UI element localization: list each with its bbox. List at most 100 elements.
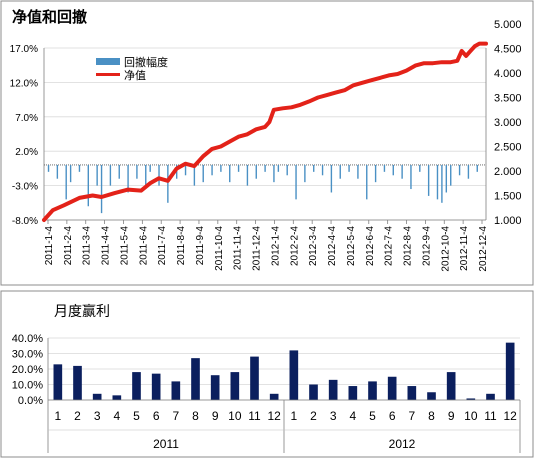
chart-title: 月度赢利 [54, 303, 110, 319]
x-axis-tick-labels: 2011-1-4 2011-2-4 2011-3-4 2011-4-4 2011-5-4… [44, 220, 489, 272]
x-tick-label: 2012-9-4 [421, 226, 432, 266]
month-label: 1 [290, 409, 297, 423]
drawdown-bar [100, 164, 103, 214]
right-tick-label: 2.500 [494, 142, 522, 154]
y-tick-label: 0.0% [18, 395, 43, 407]
drawdown-bar [118, 164, 120, 179]
month-label: 7 [408, 409, 415, 423]
y-axis-tick-labels: 40.0% 30.0% 20.0% 10.0% 0.0% [12, 333, 43, 407]
x-tick-label: 2011-2-4 [63, 226, 74, 266]
month-label: 6 [153, 409, 160, 423]
month-label: 7 [172, 409, 179, 423]
legend-label-nav: 净值 [124, 68, 146, 82]
profit-bar [210, 375, 220, 400]
drawdown-bar [304, 164, 306, 183]
month-label: 2 [74, 409, 81, 423]
month-label: 9 [448, 409, 455, 423]
profit-bar [407, 386, 417, 400]
x-tick-label: 2011-8-4 [176, 226, 187, 266]
drawdown-bar [127, 164, 129, 193]
x-tick-label: 2012-12-4 [478, 226, 489, 272]
drawdown-bar [445, 164, 448, 193]
drawdown-bar [273, 164, 275, 183]
x-tick-label: 2012-2-4 [289, 226, 300, 266]
month-label: 12 [267, 409, 281, 423]
month-label: 8 [428, 409, 435, 423]
profit-bar [309, 384, 318, 400]
profit-bar [348, 386, 358, 400]
drawdown-bar [410, 164, 412, 190]
drawdown-bar [65, 164, 67, 200]
profit-bar [466, 398, 476, 400]
legend: 回撤幅度 净值 [96, 55, 168, 82]
x-tick-label: 2012-11-4 [459, 226, 470, 271]
profit-bar [92, 393, 102, 400]
profit-bar [53, 364, 63, 400]
profit-bar [132, 372, 141, 400]
left-tick-label: 12.0% [10, 78, 38, 89]
drawdown-bar [47, 164, 50, 172]
right-tick-label: 3.500 [494, 93, 522, 105]
drawdown-bar [96, 164, 98, 186]
drawdown-bar [383, 164, 386, 172]
right-tick-label: 1.500 [494, 191, 522, 203]
drawdown-bar [136, 164, 138, 179]
drawdown-bar [229, 164, 231, 183]
x-tick-label: 2011-5-4 [119, 226, 130, 266]
drawdown-bar [109, 164, 112, 186]
y-tick-label: 20.0% [12, 364, 43, 376]
drawdown-bar [220, 164, 222, 172]
drawdown-bar [295, 164, 297, 200]
x-tick-label: 2012-5-4 [346, 226, 357, 266]
month-label: 10 [464, 409, 478, 423]
drawdown-bar [427, 164, 430, 196]
month-label: 2 [310, 409, 317, 423]
x-tick-label: 2011-12-4 [252, 226, 263, 271]
profit-bar [427, 392, 436, 400]
profit-bar [505, 342, 515, 400]
profit-bar [73, 365, 82, 400]
profit-bar [250, 356, 259, 400]
right-tick-label: 3.000 [494, 117, 522, 129]
month-label: 1 [54, 409, 61, 423]
drawdown-bar [87, 164, 89, 207]
chart-frame [0, 290, 534, 458]
drawdown-bar [264, 164, 266, 172]
drawdown-bar [277, 164, 280, 172]
nav-drawdown-chart: 净值和回撤 17.0% 12.0% 7.0% 2.0% -3.0% -8.0% 5.000… [0, 0, 534, 286]
drawdown-bar [184, 164, 187, 176]
profit-bar [289, 350, 299, 400]
drawdown-bar [255, 164, 257, 179]
x-tick-label: 2011-3-4 [82, 226, 93, 266]
x-tick-label: 2012-6-4 [365, 226, 376, 266]
x-tick-label: 2012-3-4 [308, 226, 319, 266]
drawdown-bar [313, 164, 315, 172]
drawdown-bar [56, 164, 59, 179]
nav-line [42, 41, 488, 222]
drawdown-bar [202, 164, 204, 183]
drawdown-bar [145, 164, 147, 186]
month-label: 9 [212, 409, 219, 423]
left-axis-tick-labels: 17.0% 12.0% 7.0% 2.0% -3.0% -8.0% [10, 44, 38, 227]
left-tick-label: 7.0% [15, 113, 38, 124]
right-tick-label: 2.000 [494, 166, 522, 178]
x-tick-label: 2011-10-4 [214, 226, 225, 271]
drawdown-bar [237, 164, 240, 172]
profit-bar [387, 376, 397, 400]
left-tick-label: 17.0% [10, 44, 38, 55]
drawdown-bar [286, 164, 288, 176]
drawdown-bar [78, 164, 81, 172]
right-tick-label: 1.000 [494, 215, 522, 227]
y-tick-label: 30.0% [12, 349, 43, 361]
x-tick-label: 2012-8-4 [403, 226, 414, 266]
x-tick-label: 2011-6-4 [138, 226, 149, 266]
x-tick-label: 2011-7-4 [157, 226, 168, 266]
drawdown-bar [436, 164, 439, 200]
right-tick-label: 4.000 [494, 68, 522, 80]
profit-bar [112, 395, 122, 400]
profit-bar [446, 372, 456, 400]
drawdown-bar [167, 164, 169, 203]
right-tick-label: 4.500 [494, 44, 522, 56]
